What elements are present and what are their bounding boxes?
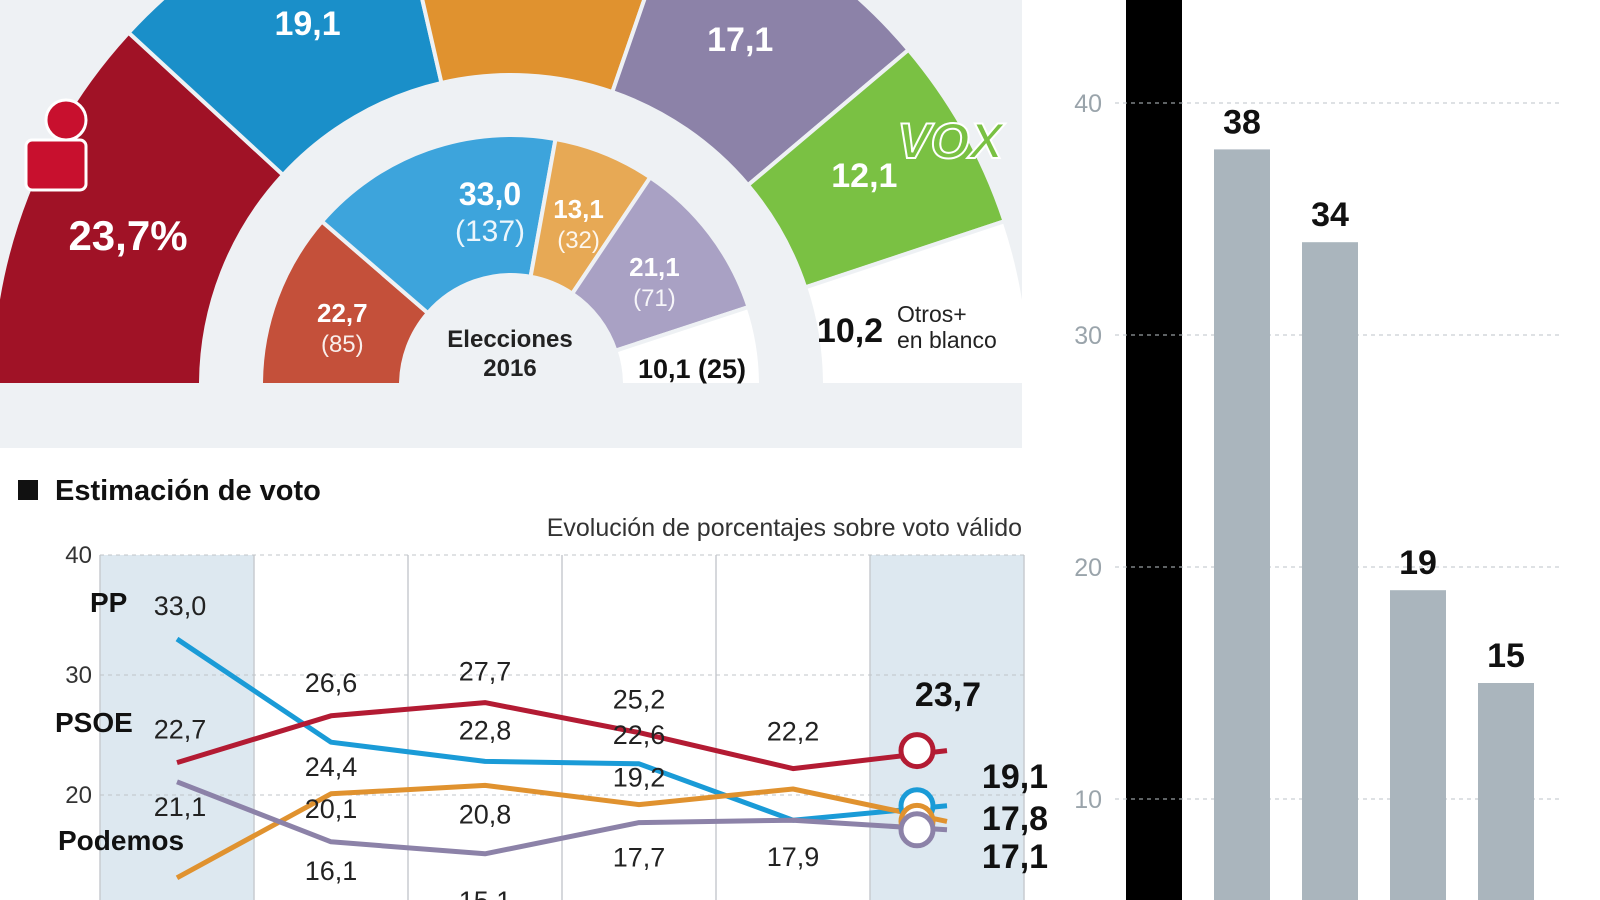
series-point-value: 15,1 <box>459 886 512 900</box>
bar-y-tick-label: 40 <box>1074 90 1102 118</box>
series-point-value: 17,9 <box>767 842 820 872</box>
seat-bar <box>1390 590 1446 900</box>
series-line-3 <box>176 779 948 857</box>
last-column-bg <box>870 555 1024 900</box>
series-point-value: 26,6 <box>305 668 358 698</box>
series-end-marker <box>898 732 936 770</box>
series-point-value: 27,7 <box>459 657 512 687</box>
outer-value-label: 12,1 <box>831 157 897 195</box>
series-end-value: 23,7 <box>915 676 981 714</box>
psoe-rose-icon <box>24 98 88 192</box>
inner-value-label: 13,1 <box>553 194 604 224</box>
inner-slice-1 <box>319 133 558 316</box>
series-point-value: 25,2 <box>613 685 666 715</box>
seat-bar <box>1302 242 1358 900</box>
series-point-value: 22,6 <box>613 720 666 750</box>
others-value-label: 10,2 <box>817 312 883 350</box>
vox-logo: VOX <box>897 113 1005 169</box>
seat-bar-value: 38 <box>1223 103 1261 141</box>
outer-value-label: 23,7% <box>68 212 187 259</box>
series-name-label: PP <box>90 587 127 618</box>
inner-value-label: 22,7 <box>317 298 368 328</box>
series-point-value: 24,4 <box>305 752 358 782</box>
outer-slice-5 <box>802 218 1022 387</box>
inner-value-label: 10,1 (25) <box>638 354 746 384</box>
bar-y-tick-label: 30 <box>1074 322 1102 350</box>
series-point-value: 20,8 <box>459 799 512 829</box>
inner-seats-label: (85) <box>321 331 364 358</box>
others-side-label: Otros+ <box>897 301 967 327</box>
vote-estimate-line-chart: Estimación de voto Evolución de porcenta… <box>18 475 1048 900</box>
line-chart-title: Estimación de voto <box>55 475 321 507</box>
seat-bar <box>1214 149 1270 900</box>
outer-value-label: 17,1 <box>707 21 773 59</box>
y-tick-label: 40 <box>65 542 92 569</box>
y-tick-label: 30 <box>65 662 92 689</box>
seat-bar-value: 34 <box>1311 196 1349 234</box>
outer-slice-1 <box>125 0 444 178</box>
series-point-value: 16,1 <box>305 856 358 886</box>
inner-slice-0 <box>258 218 431 387</box>
series-point-value: 22,8 <box>459 715 512 745</box>
seat-bar-value: 19 <box>1399 544 1437 582</box>
series-end-value: 17,8 <box>982 800 1048 838</box>
inner-center-label: Elecciones <box>447 326 572 353</box>
outer-value-label: 19,1 <box>274 5 340 43</box>
series-name-label: Podemos <box>58 825 184 856</box>
seat-bar <box>1478 683 1534 900</box>
series-point-value: 21,1 <box>154 792 207 822</box>
series-end-value: 19,1 <box>982 758 1048 796</box>
series-line-1 <box>176 700 948 772</box>
series-point-value: 20,1 <box>305 794 358 824</box>
series-point-value: 22,7 <box>154 715 207 745</box>
title-square-icon <box>18 480 38 500</box>
line-chart-subtitle: Evolución de porcentajes sobre voto váli… <box>547 514 1022 542</box>
inner-slice-4 <box>612 304 764 387</box>
series-end-value: 17,1 <box>982 838 1048 876</box>
bar-y-tick-label: 20 <box>1074 554 1102 582</box>
inner-seats-label: (71) <box>633 285 676 312</box>
black-column-divider <box>1126 0 1182 900</box>
seats-bar-chart: 40 30 20 10 38 34 19 15 <box>1074 0 1560 900</box>
series-point-value: 19,2 <box>613 763 666 793</box>
series-point-value: 22,2 <box>767 717 820 747</box>
first-column-bg <box>100 555 254 900</box>
inner-seats-label: (32) <box>557 227 600 254</box>
series-line-2 <box>175 782 948 880</box>
inner-value-label: 33,0 <box>459 176 521 212</box>
y-tick-label: 20 <box>65 782 92 809</box>
series-point-value: 17,7 <box>613 843 666 873</box>
line-title-group: Estimación de voto Evolución de porcenta… <box>18 475 1022 542</box>
bar-y-tick-label: 10 <box>1074 786 1102 814</box>
series-end-marker <box>898 811 936 849</box>
seat-bar-value: 15 <box>1487 637 1525 675</box>
outer-slice-2 <box>420 0 647 95</box>
inner-center-label-2: 2016 <box>483 355 536 382</box>
others-side-label-2: en blanco <box>897 327 997 353</box>
series-point-value: 33,0 <box>154 591 207 621</box>
inner-seats-label: (137) <box>455 215 525 248</box>
series-name-label: PSOE <box>55 707 133 738</box>
inner-value-label: 21,1 <box>629 252 680 282</box>
